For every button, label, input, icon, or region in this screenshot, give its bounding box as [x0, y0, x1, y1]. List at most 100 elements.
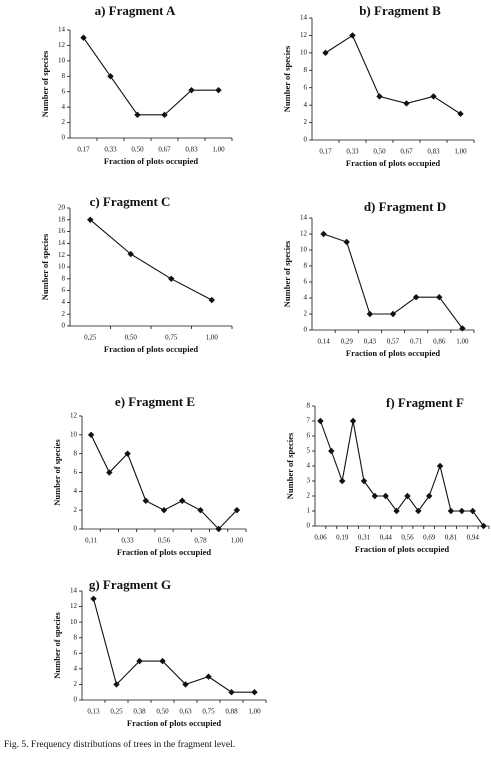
chart: f) Fragment F 0 1 2 3 4 5 6 7 8 0,06 0,19 0,31 0,44 0,… — [285, 395, 490, 554]
marker — [447, 507, 455, 515]
y-tick-label: 0 — [307, 522, 311, 530]
y-tick-label: 10 — [70, 618, 78, 626]
y-tick-label: 4 — [307, 462, 311, 470]
y-tick-label: 8 — [304, 66, 308, 74]
marker — [80, 34, 87, 41]
marker — [338, 477, 346, 485]
x-tick-label: 0,50 — [156, 708, 169, 716]
marker — [159, 657, 166, 665]
x-tick-label: 1,00 — [454, 148, 467, 156]
x-tick-label: 0,11 — [85, 537, 97, 545]
chart-title: b) Fragment B — [359, 3, 441, 18]
chart-title: e) Fragment E — [115, 394, 195, 409]
y-tick-label: 14 — [58, 26, 66, 34]
y-tick-label: 6 — [62, 87, 66, 95]
marker — [404, 492, 411, 500]
x-tick-label: 0,88 — [225, 708, 238, 716]
marker — [469, 507, 476, 515]
y-tick-label: 0 — [304, 136, 308, 144]
caption: Fig. 5. Frequency distributions of trees… — [4, 739, 235, 750]
marker — [430, 93, 437, 100]
marker — [161, 111, 168, 119]
x-axis-label: Fraction of plots occupied — [127, 718, 221, 728]
x-tick-label: 1,00 — [248, 708, 261, 716]
marker — [215, 525, 222, 533]
marker — [328, 447, 335, 455]
y-tick-label: 14 — [300, 14, 308, 22]
x-tick-label: 0,94 — [467, 534, 480, 542]
y-tick-label: 0 — [62, 322, 66, 330]
chart: a) Fragment A 0 2 4 6 8 10 12 14 0,17 0,33 0,50 0,67… — [40, 3, 233, 166]
chart: g) Fragment G 0 2 4 6 8 10 12 14 0,13 0,25 0,38 0,50… — [52, 577, 267, 728]
marker — [124, 450, 131, 457]
x-tick-label: 1,00 — [231, 537, 244, 545]
x-axis-label: Fraction of plots occupied — [346, 158, 440, 168]
y-axis-label: Number of species — [282, 240, 292, 307]
marker — [134, 111, 141, 119]
x-tick-label: 0,78 — [194, 537, 207, 545]
y-tick-label: 12 — [300, 230, 308, 238]
x-tick-label: 0,25 — [84, 334, 97, 342]
marker — [436, 294, 443, 301]
x-tick-label: 0,38 — [133, 708, 146, 716]
x-tick-label: 0,69 — [423, 534, 436, 542]
marker — [366, 310, 374, 318]
y-axis-label: Number of species — [285, 432, 295, 499]
y-tick-label: 7 — [307, 417, 311, 425]
y-tick-label: 10 — [300, 246, 308, 254]
y-tick-label: 8 — [74, 633, 78, 641]
chart: b) Fragment B 0 2 4 6 8 10 12 14 0,17 0,33 0,50 0,67… — [282, 3, 475, 168]
marker — [228, 689, 235, 696]
y-tick-label: 2 — [304, 118, 308, 126]
marker — [188, 86, 195, 94]
series-line — [89, 219, 213, 301]
x-tick-label: 0,57 — [387, 338, 400, 346]
y-axis-label: Number of species — [40, 50, 50, 117]
x-tick-label: 0,44 — [380, 534, 393, 542]
x-tick-label: 0,81 — [445, 534, 458, 542]
y-tick-label: 8 — [62, 274, 66, 282]
y-axis-label: Number of species — [52, 439, 62, 506]
x-tick-label: 0,63 — [179, 708, 192, 716]
marker — [480, 522, 487, 530]
chart: e) Fragment E 0 2 4 6 8 10 12 0,11 0,33 0,56 0,78 1,… — [52, 394, 247, 557]
y-tick-label: 2 — [62, 310, 66, 318]
y-tick-label: 12 — [58, 41, 66, 49]
y-tick-label: 6 — [304, 278, 308, 286]
marker — [205, 673, 212, 680]
x-tick-label: 0,56 — [158, 537, 171, 545]
marker — [412, 294, 420, 301]
y-tick-label: 4 — [62, 103, 66, 111]
x-tick-label: 0,33 — [104, 146, 117, 154]
y-tick-label: 16 — [58, 227, 66, 235]
y-tick-label: 4 — [304, 294, 308, 302]
marker — [389, 310, 397, 318]
marker — [208, 296, 215, 304]
series-line — [319, 420, 485, 527]
y-tick-label: 2 — [62, 118, 66, 126]
y-axis-label: Number of species — [282, 45, 292, 112]
marker — [168, 275, 175, 282]
x-tick-label: 0,33 — [121, 537, 134, 545]
marker — [382, 492, 389, 500]
x-tick-label: 0,29 — [341, 338, 354, 346]
y-tick-label: 8 — [304, 262, 308, 270]
y-tick-label: 14 — [70, 587, 78, 595]
marker — [127, 250, 134, 258]
marker — [107, 73, 114, 80]
marker — [106, 469, 113, 476]
series-line — [325, 34, 461, 115]
x-tick-label: 0,50 — [131, 146, 144, 154]
y-tick-label: 3 — [307, 477, 311, 485]
y-tick-label: 8 — [74, 449, 78, 457]
x-tick-label: 0,83 — [185, 146, 198, 154]
y-tick-label: 20 — [58, 204, 66, 212]
x-tick-label: 0,17 — [77, 146, 90, 154]
x-tick-label: 1,00 — [206, 334, 219, 342]
y-tick-label: 0 — [74, 525, 78, 533]
x-tick-label: 0,67 — [158, 146, 171, 154]
marker — [142, 497, 149, 504]
y-tick-label: 18 — [58, 215, 66, 223]
y-tick-label: 6 — [74, 649, 78, 657]
